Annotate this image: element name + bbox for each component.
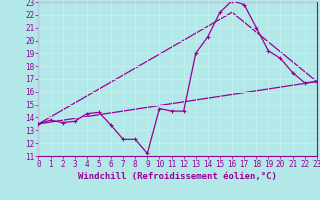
X-axis label: Windchill (Refroidissement éolien,°C): Windchill (Refroidissement éolien,°C) bbox=[78, 172, 277, 181]
